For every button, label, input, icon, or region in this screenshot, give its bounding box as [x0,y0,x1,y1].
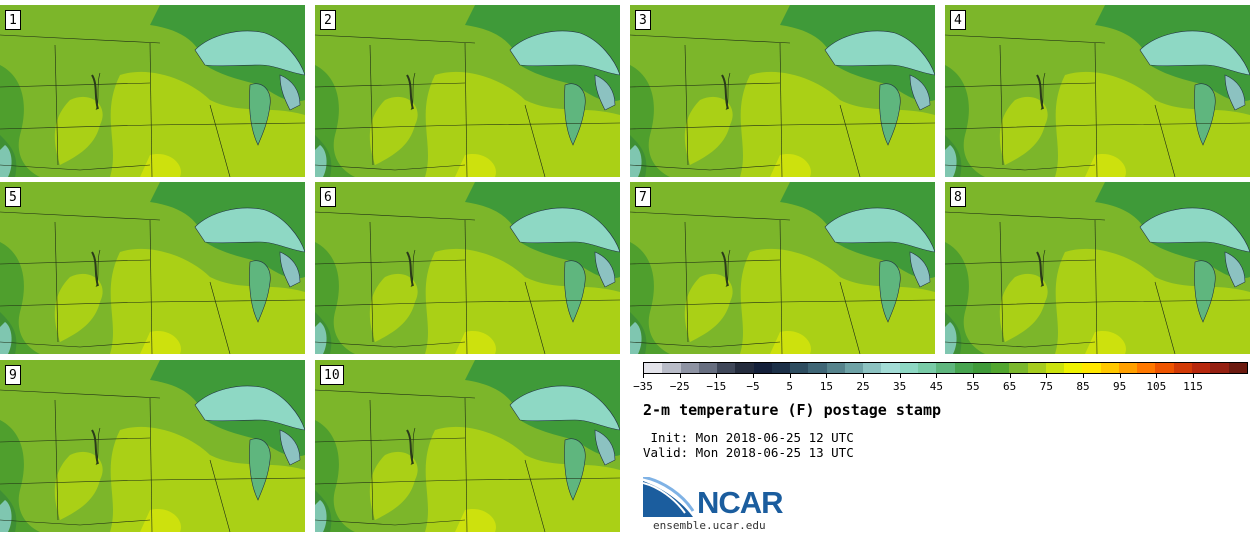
panel-label: 5 [5,187,21,207]
colorbar-swatch [1009,363,1028,373]
colorbar-swatch [735,363,754,373]
colorbar-swatch [826,363,845,373]
init-time: Init: Mon 2018-06-25 12 UTC [643,430,854,445]
colorbar-tick [1046,374,1048,378]
colorbar-tick [973,374,974,378]
panel-label: 1 [5,10,21,30]
map-panel: 4 [945,5,1250,177]
panel-label: 10 [320,365,344,385]
colorbar-swatch [1191,363,1211,373]
colorbar-tick [789,374,791,378]
colorbar-tick-label: −25 [669,380,690,393]
colorbar-swatch [1027,363,1046,373]
colorbar-swatch [1082,363,1101,373]
colorbar-tick-label: 75 [1039,380,1053,393]
colorbar-swatch [1155,363,1174,373]
colorbar-tick-label: 45 [929,380,943,393]
colorbar-tick-label: 95 [1113,380,1127,393]
colorbar-swatch [808,363,827,373]
panel-label: 3 [635,10,651,30]
colorbar-tick [1009,374,1011,378]
colorbar-tick-label: 85 [1076,380,1090,393]
colorbar-swatch [698,363,718,373]
colorbar-tick [679,374,681,378]
colorbar-tick-label: 35 [893,380,907,393]
panel-label: 8 [950,187,966,207]
map-panel: 3 [630,5,935,177]
chart-title: 2-m temperature (F) postage stamp [643,401,942,419]
colorbar-swatch [1210,363,1229,373]
colorbar-tick [716,374,718,378]
colorbar-swatch [1064,363,1083,373]
colorbar-swatch [972,363,992,373]
colorbar-tick-label: −35 [633,380,653,393]
colorbar-tick-label: 55 [966,380,980,393]
map-panel: 2 [315,5,620,177]
colorbar-tick-label: −15 [706,380,727,393]
colorbar-tick [753,374,754,378]
map-panel: 10 [315,360,620,532]
colorbar-swatch [936,363,955,373]
colorbar-tick [643,374,644,378]
colorbar-swatch [1118,363,1138,373]
colorbar-tick-label: 5 [786,380,793,393]
colorbar-tick-label: 105 [1146,380,1167,393]
map-panel: 8 [945,182,1250,354]
colorbar-tick [899,374,901,378]
colorbar-swatch [881,363,900,373]
colorbar-swatch [1100,363,1119,373]
colorbar-tick [1083,374,1084,378]
colorbar-swatch [1173,363,1192,373]
map-panel: 9 [0,360,305,532]
colorbar-swatch [662,363,681,373]
colorbar-swatch [717,363,736,373]
colorbar-swatch [844,363,864,373]
colorbar-swatch [753,363,772,373]
logo-text: NCAR [697,485,784,520]
colorbar-swatch [644,363,663,373]
colorbar-tick-label: −5 [746,380,760,393]
panel-label: 2 [320,10,336,30]
valid-time: Valid: Mon 2018-06-25 13 UTC [643,445,854,460]
colorbar-swatch [771,363,791,373]
colorbar-ticks: −35 −25 −15 −5 5 15 25 35 45 55 65 75 85 95 105 115 [633,374,1248,394]
colorbar-tick [863,374,864,378]
colorbar-swatch [899,363,918,373]
map-panel: 6 [315,182,620,354]
panel-label: 7 [635,187,651,207]
colorbar-tick [1193,374,1194,378]
colorbar-swatch [1137,363,1156,373]
panel-label: 6 [320,187,336,207]
colorbar-swatch [991,363,1010,373]
colorbar-swatch [1228,363,1247,373]
colorbar-tick [826,374,828,378]
colorbar-swatch [680,363,699,373]
colorbar-swatch [917,363,937,373]
colorbar-swatch [863,363,882,373]
colorbar-swatch [1045,363,1065,373]
colorbar-tick-label: 15 [819,380,833,393]
colorbar-tick-label: 65 [1003,380,1017,393]
map-panel: 7 [630,182,935,354]
colorbar-tick-label: 115 [1183,380,1203,393]
colorbar-tick [1156,374,1158,378]
site-url: ensemble.ucar.edu [653,519,766,532]
panel-label: 9 [5,365,21,385]
colorbar-tick [1119,374,1121,378]
colorbar-swatch [954,363,973,373]
ncar-logo-icon [643,477,695,517]
map-panel: 5 [0,182,305,354]
map-panel: 1 [0,5,305,177]
panel-label: 4 [950,10,966,30]
colorbar-tick [936,374,938,378]
colorbar-swatch [790,363,809,373]
colorbar [643,362,1248,374]
colorbar-tick-label: 25 [856,380,870,393]
